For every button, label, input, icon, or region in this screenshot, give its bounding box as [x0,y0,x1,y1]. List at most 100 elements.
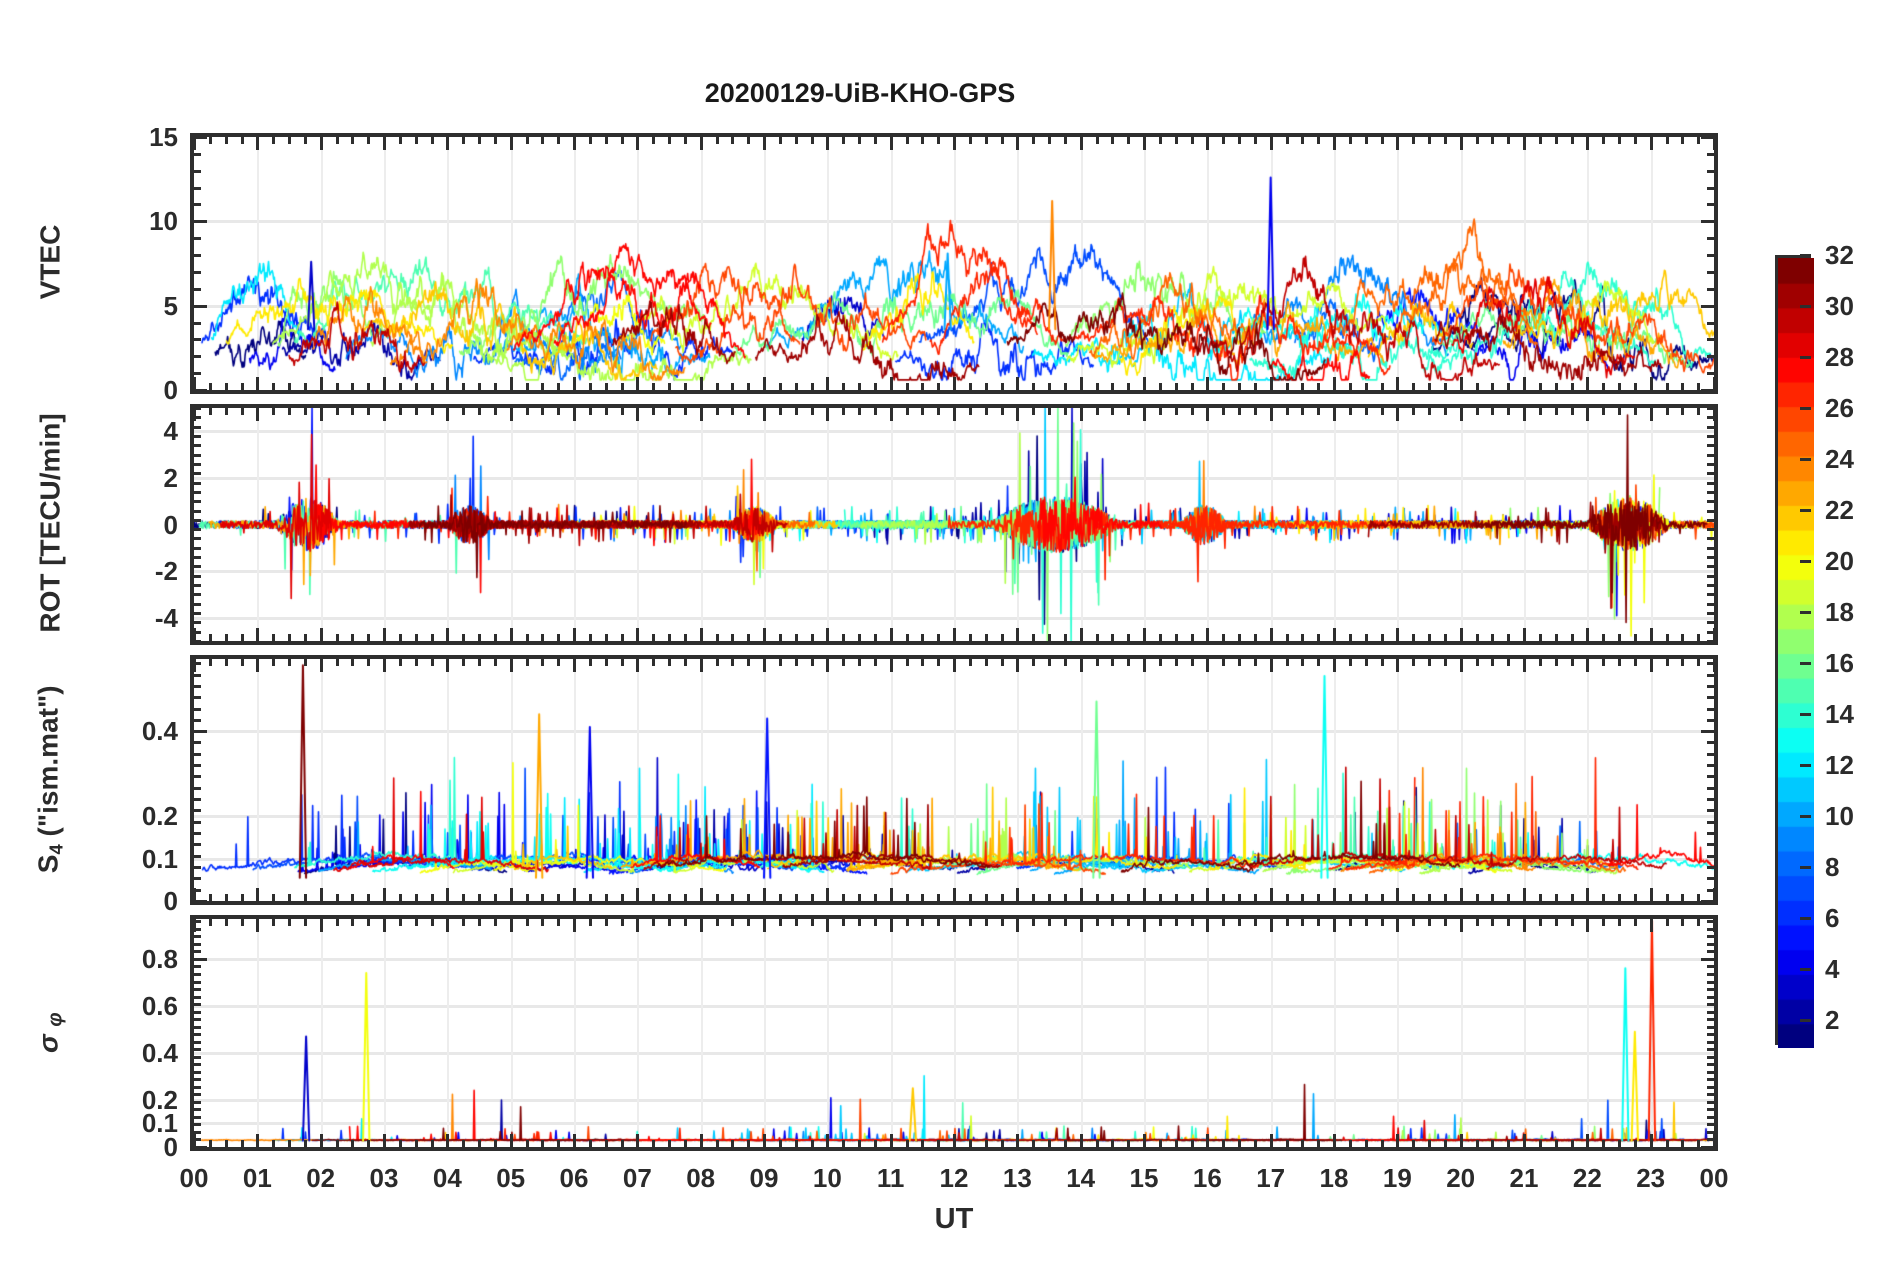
y-tickmark [194,1010,201,1014]
x-tickmark [873,1140,877,1147]
x-tickmark [1412,1140,1416,1147]
x-tickmark [398,408,402,415]
x-tick-label: 13 [1002,1163,1032,1193]
y-tickmark [194,988,201,992]
x-tickmark [1048,383,1051,390]
x-tickmark [842,137,846,144]
colorbar-tickmark [1800,661,1811,665]
x-tickmark [1048,137,1051,144]
y-tickmark [1707,1123,1714,1127]
x-tickmark [1523,377,1526,390]
x-tickmark [240,408,244,415]
x-tickmark [652,894,656,901]
y-tickmark [1707,203,1714,207]
x-tickmark [1633,408,1637,415]
x-tickmark [889,628,893,641]
y-tickmark [194,490,201,494]
y-tickmark [1707,877,1714,881]
x-tickmark [1443,383,1447,390]
x-tickmark [1618,919,1621,926]
x-tickmark [1459,1134,1463,1147]
y-tickmark [1707,832,1714,836]
x-tickmark [683,894,687,901]
x-tickmark [509,659,513,672]
x-tickmark [1554,659,1558,666]
x-tickmark [731,408,735,415]
x-tickmark [541,383,545,390]
x-tickmark [351,659,355,666]
colorbar-gradient [1775,255,1814,1048]
x-tickmark [683,408,687,415]
x-tickmark [699,1134,703,1147]
y-tickmark [1707,270,1714,274]
x-tickmark [1618,408,1621,415]
x-tickmark [1238,634,1241,641]
x-tickmark [541,894,545,901]
x-tickmark [557,919,561,926]
x-tickmark [288,1140,291,1147]
y-tickmark [1707,942,1714,946]
x-tickmark [414,894,418,901]
x-tickmark [1713,137,1716,150]
x-tickmark [715,634,719,641]
x-tickmark [1301,894,1305,901]
x-tickmark [810,659,814,666]
x-tickmark [1633,919,1637,926]
x-tickmark [953,377,956,390]
x-tickmark [1206,888,1210,901]
x-tickmark [1063,137,1067,144]
colorbar-tick-label: 16 [1825,647,1854,678]
y-tickmark [1707,1115,1714,1119]
x-tickmark [1491,894,1495,901]
x-tickmark [1253,659,1257,666]
x-tickmark [1238,919,1241,926]
x-tickmark [224,137,228,144]
y-tickmark [194,407,201,410]
colorbar-tickmark [1800,712,1811,716]
x-tickmark [1380,894,1384,901]
x-tickmark [478,894,481,901]
y-tickmark [1707,707,1714,711]
x-tickmark [509,377,513,390]
x-tickmark [1649,888,1653,901]
x-tickmark [303,659,307,666]
x-tickmark [1127,634,1131,641]
x-tickmark [1095,659,1099,666]
x-tickmark [478,659,481,666]
x-tickmark [1570,919,1574,926]
x-tickmark [303,1140,307,1147]
x-tickmark [905,894,909,901]
x-tickmark [1396,137,1400,150]
x-tickmark [541,634,545,641]
x-tickmark [889,137,893,150]
y-tickmark [194,1070,201,1074]
x-tickmark [446,408,450,421]
x-tickmark [763,628,766,641]
y-tick-label: 2 [163,462,178,493]
x-tickmark [1586,919,1590,932]
x-tickmark [1317,634,1321,641]
x-tickmark [319,659,323,672]
y-tickmark [1707,1070,1714,1074]
x-tickmark [1333,659,1336,672]
y-tickmark [1707,565,1714,569]
x-tickmark [1523,628,1526,641]
colorbar-tick-label: 4 [1825,953,1840,984]
x-tickmark [731,137,735,144]
y-tickmark [194,1123,201,1127]
x-tickmark [1586,888,1590,901]
x-tickmark [573,888,576,901]
y-tickmark [1707,973,1714,976]
x-tickmark [1697,383,1701,390]
y-tickmark [1701,220,1714,224]
x-tickmark [240,634,244,641]
x-tickmark [367,659,371,666]
x-tickmark [731,1140,735,1147]
x-tickmark [937,919,941,926]
y-tickmark [1707,453,1714,457]
x-tickmark [1491,659,1495,666]
x-tickmark [319,919,323,932]
x-tickmark [1475,383,1479,390]
x-tickmark [1016,1134,1020,1147]
y-tickmark [1707,287,1714,291]
